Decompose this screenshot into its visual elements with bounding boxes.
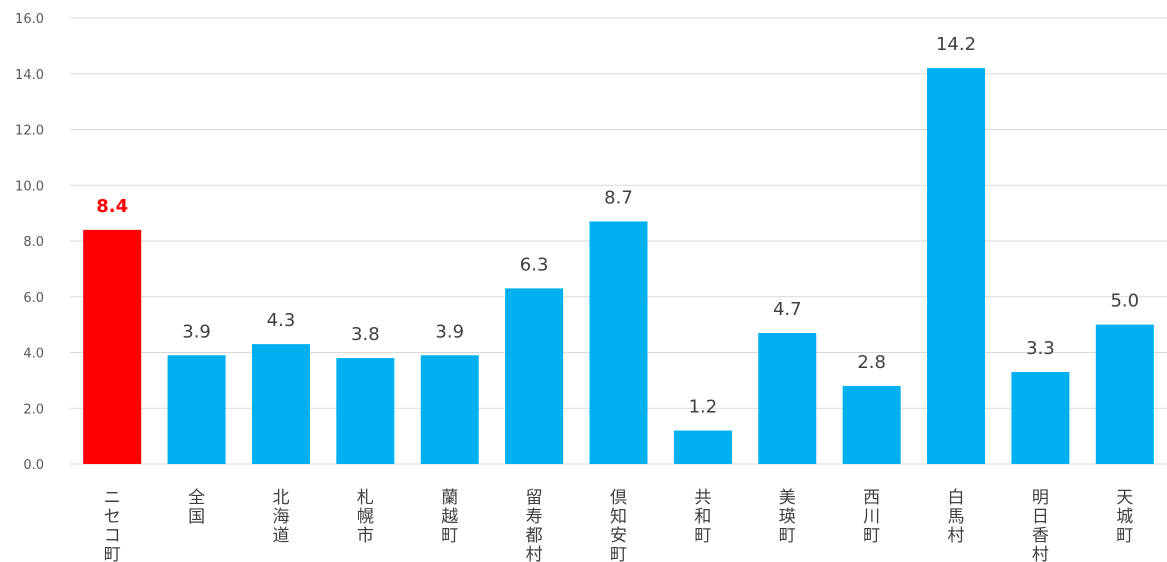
y-tick-label: 10.0: [15, 179, 44, 194]
y-tick-label: 14.0: [15, 68, 44, 83]
y-tick-label: 0.0: [23, 458, 44, 473]
data-label: 4.3: [267, 310, 296, 331]
bar: [167, 355, 226, 464]
category-label: 全国: [188, 488, 205, 527]
category-label: 天城町: [1116, 488, 1133, 546]
bar: [505, 288, 564, 464]
y-tick-label: 4.0: [23, 347, 44, 362]
category-label: 蘭越町: [441, 488, 458, 546]
data-label: 3.9: [435, 321, 464, 342]
bar: [420, 355, 479, 464]
data-label: 3.8: [351, 324, 380, 345]
bar: [673, 430, 732, 464]
data-label: 3.9: [182, 321, 211, 342]
category-label: 明日香村: [1032, 488, 1049, 562]
data-label: 8.4: [96, 196, 128, 217]
y-tick-label: 12.0: [15, 124, 44, 139]
data-labels: 8.4 3.9 4.3 3.8 3.9 6.3 8.7 1.2 4.7 2.8 14.2 3.3 5.0: [96, 34, 1139, 417]
category-label: 白馬村: [948, 488, 965, 546]
data-label: 5.0: [1110, 291, 1139, 312]
bar: [842, 385, 901, 464]
bar: [83, 229, 142, 464]
category-label: 西川町: [863, 488, 880, 546]
category-label: 倶知安町: [610, 488, 627, 562]
data-label: 14.2: [936, 34, 976, 55]
category-label: 北海道: [272, 488, 289, 546]
category-label: 留寿都村: [526, 488, 543, 562]
bar: [927, 68, 986, 465]
bar: [1095, 324, 1154, 464]
y-axis: 0.0 2.0 4.0 6.0 8.0 10.0 12.0 14.0 16.0: [15, 12, 44, 473]
category-label: 美瑛町: [779, 488, 796, 546]
data-label: 4.7: [773, 299, 802, 320]
bar: [1011, 372, 1070, 464]
data-label: 1.2: [689, 397, 718, 418]
y-tick-label: 8.0: [23, 235, 44, 250]
y-tick-label: 16.0: [15, 12, 44, 27]
bars: [83, 68, 1154, 465]
bar: [336, 358, 395, 464]
bar: [589, 221, 648, 464]
category-label: 札幌市: [357, 488, 374, 546]
x-axis: ニセコ町 全国 北海道 札幌市 蘭越町 留寿都村 倶知安町 共和町 美瑛町 西川町 白馬村 明日香村 天…: [104, 488, 1134, 562]
category-label: 共和町: [694, 488, 711, 546]
category-label: ニセコ町: [104, 488, 121, 562]
bar: [758, 332, 817, 464]
data-label: 6.3: [520, 254, 549, 275]
y-tick-label: 2.0: [23, 402, 44, 417]
bar: [251, 344, 310, 464]
data-label: 8.7: [604, 187, 633, 208]
data-label: 3.3: [1026, 338, 1055, 359]
data-label: 2.8: [857, 352, 886, 373]
y-tick-label: 6.0: [23, 291, 44, 306]
